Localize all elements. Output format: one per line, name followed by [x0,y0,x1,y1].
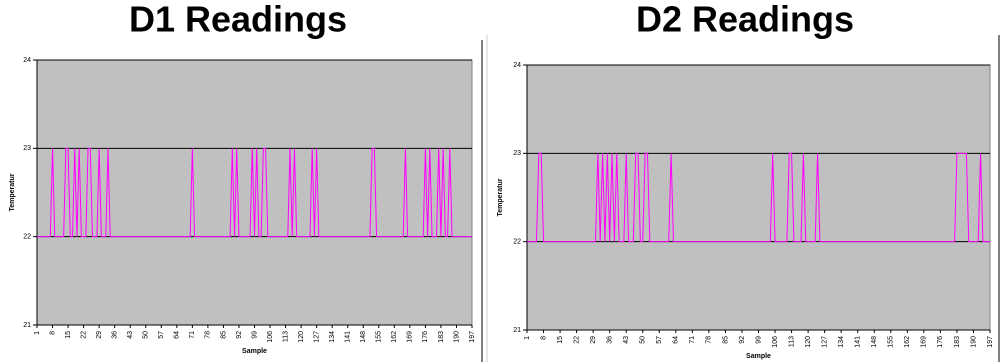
x-tick-label: 162 [391,331,398,343]
y-tick-label: 22 [513,239,521,246]
x-tick-label: 43 [127,331,134,339]
x-tick-label: 64 [673,336,680,344]
x-tick-label: 148 [871,336,878,348]
x-tick-label: 1 [34,331,41,335]
y-tick-label: 21 [23,322,31,329]
x-tick-label: 197 [469,331,476,343]
y-tick-label: 24 [23,57,31,64]
chart-title: D2 Readings [636,0,854,40]
x-tick-label: 127 [821,336,828,348]
y-tick-label: 24 [513,62,521,69]
x-tick-label: 183 [954,336,961,348]
x-tick-label: 155 [376,331,383,343]
data-line [527,152,990,243]
y-axis-label: Temperatur [9,173,16,211]
x-tick-label: 162 [904,336,911,348]
x-tick-label: 36 [112,331,119,339]
y-tick-label: 23 [23,145,31,152]
x-tick-label: 106 [772,336,779,348]
chart-title: D1 Readings [129,0,347,40]
x-tick-label: 78 [706,336,713,344]
x-tick-label: 183 [438,331,445,343]
y-tick-label: 21 [513,327,521,334]
x-axis-label: Sample [746,353,771,360]
x-tick-label: 127 [313,331,320,343]
x-axis-label: Sample [242,348,267,355]
data-line [37,147,472,238]
x-tick-label: 8 [49,331,56,335]
x-tick-label: 57 [656,336,663,344]
x-tick-label: 106 [267,331,274,343]
x-tick-label: 71 [189,331,196,339]
x-tick-label: 22 [573,336,580,344]
x-tick-label: 36 [607,336,614,344]
x-tick-label: 22 [80,331,87,339]
x-tick-label: 120 [298,331,305,343]
x-tick-label: 92 [739,336,746,344]
x-tick-label: 134 [329,331,336,343]
x-tick-label: 15 [557,336,564,344]
x-tick-label: 113 [788,336,795,347]
x-tick-label: 169 [921,336,928,348]
x-tick-label: 197 [987,336,994,348]
x-tick-label: 92 [236,331,243,339]
x-tick-label: 29 [590,336,597,344]
x-tick-label: 85 [220,331,227,339]
x-tick-label: 113 [282,331,289,342]
x-tick-label: 64 [174,331,181,339]
x-tick-label: 169 [407,331,414,343]
x-tick-label: 134 [838,336,845,348]
y-axis-label: Temperatur [497,178,504,216]
x-tick-label: 43 [623,336,630,344]
x-tick-label: 50 [143,331,150,339]
x-tick-label: 1 [524,336,531,340]
x-tick-label: 50 [640,336,647,344]
x-tick-label: 190 [453,331,460,343]
x-tick-label: 155 [888,336,895,348]
x-tick-label: 15 [65,331,72,339]
x-tick-label: 176 [422,331,429,343]
y-tick-label: 22 [23,234,31,241]
x-tick-label: 99 [755,336,762,344]
x-tick-label: 78 [205,331,212,339]
x-tick-label: 120 [805,336,812,348]
x-tick-label: 71 [689,336,696,344]
x-tick-label: 29 [96,331,103,339]
x-tick-label: 148 [360,331,367,343]
y-tick-label: 23 [513,150,521,157]
x-tick-label: 141 [345,331,352,343]
x-tick-label: 99 [251,331,258,339]
x-tick-label: 190 [970,336,977,348]
x-tick-label: 141 [855,336,862,348]
x-tick-label: 8 [540,336,547,340]
x-tick-label: 85 [722,336,729,344]
x-tick-label: 176 [937,336,944,348]
x-tick-label: 57 [158,331,165,339]
